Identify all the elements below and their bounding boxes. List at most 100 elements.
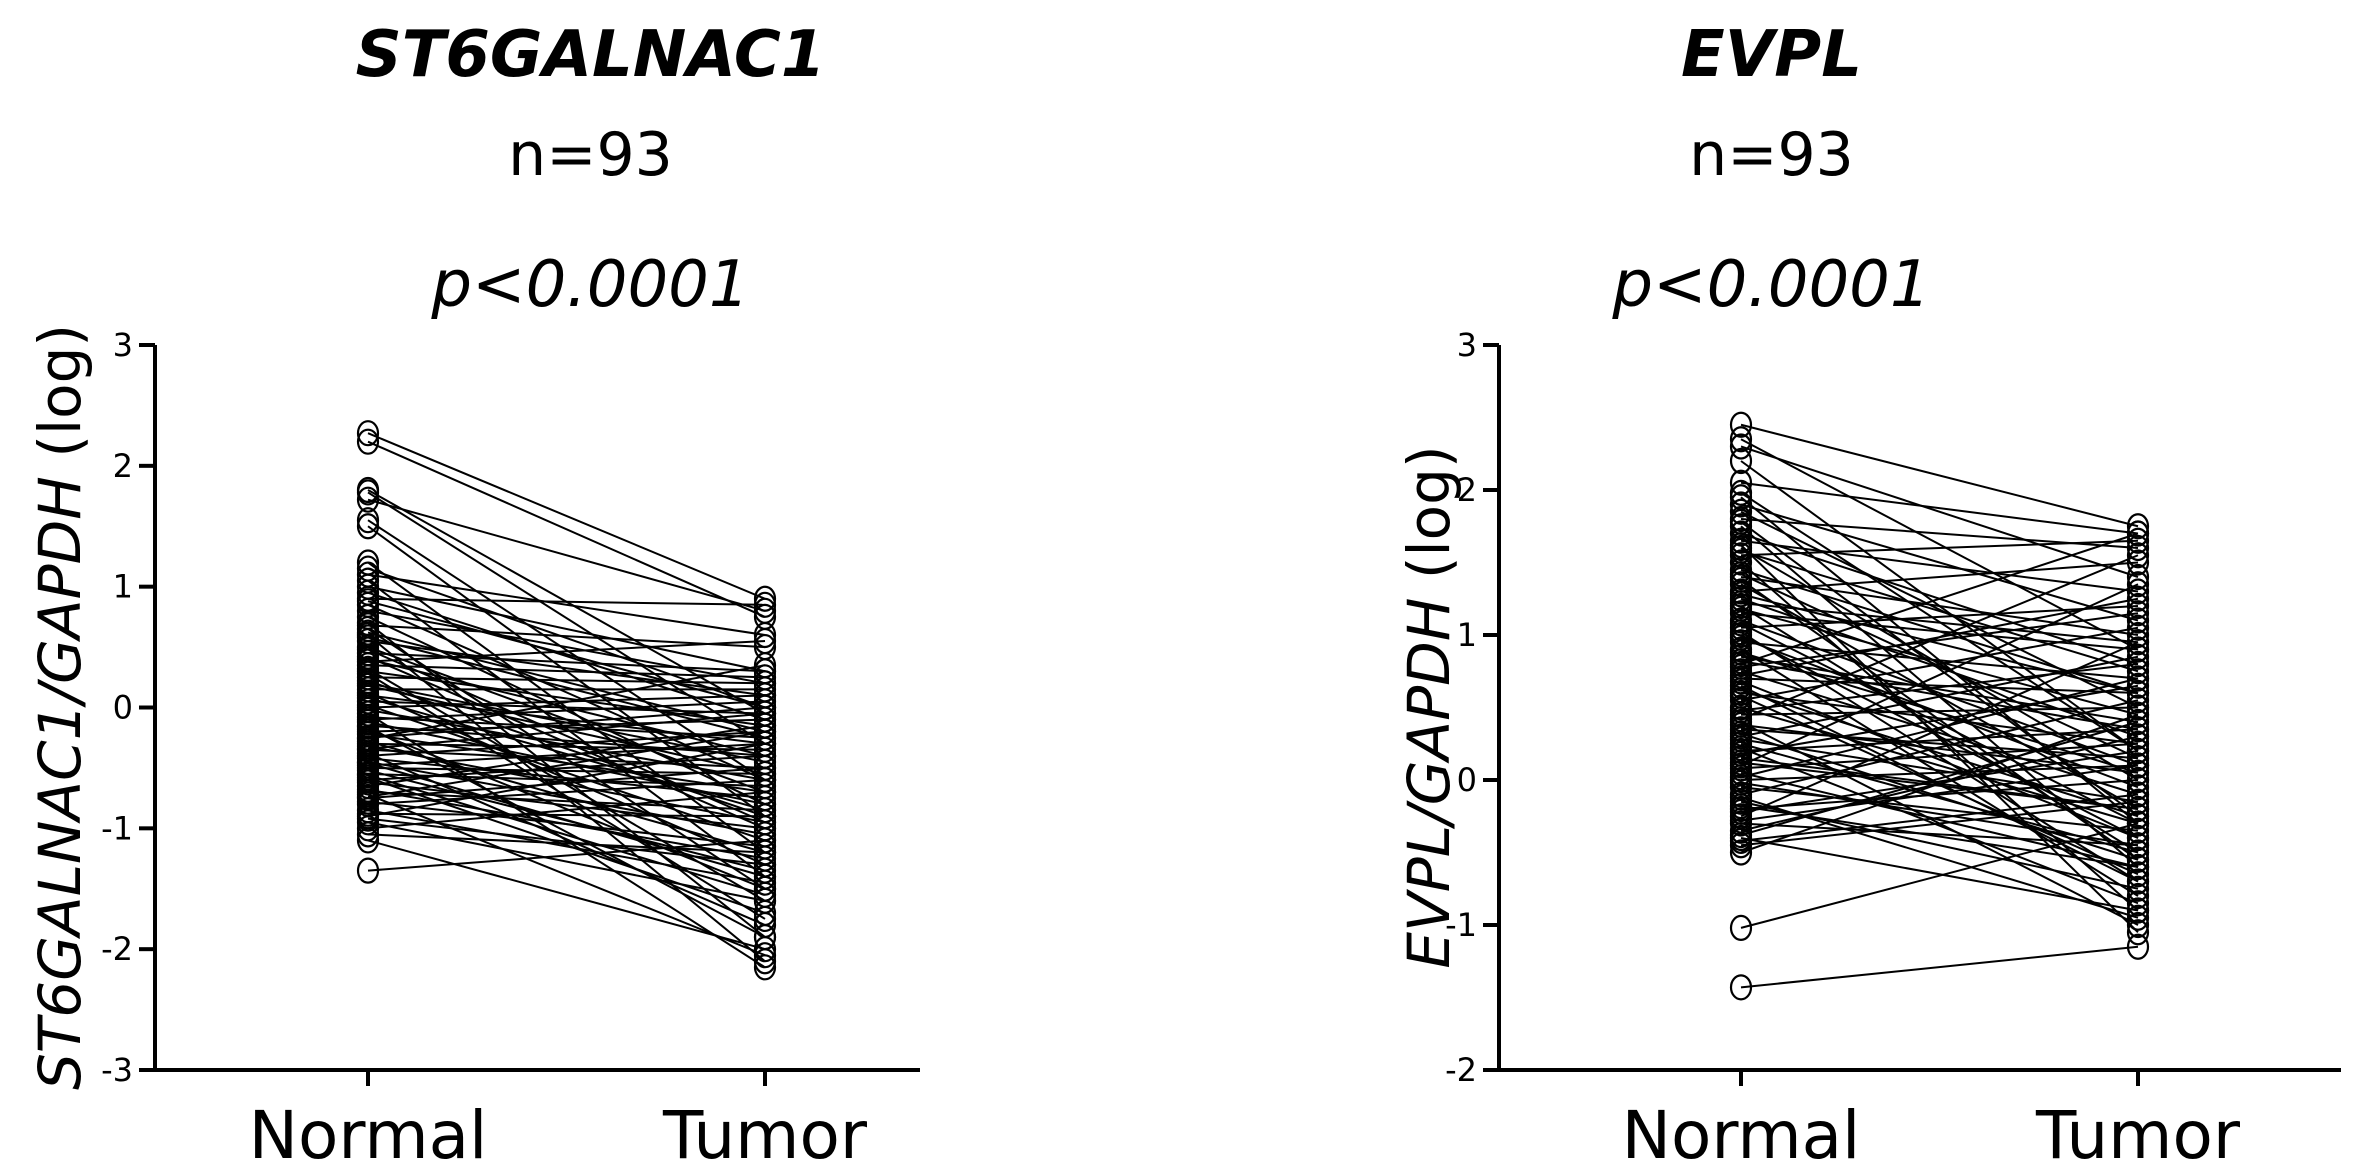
tumor-point (2126, 832, 2150, 859)
tumor-point (2126, 890, 2150, 917)
x-tick-label: Tumor (2035, 1097, 2241, 1174)
tumor-point (2126, 636, 2150, 663)
tumor-point (2126, 643, 2150, 670)
normal-point (1729, 821, 1753, 849)
tumor-point (2126, 882, 2150, 910)
pair-line (1740, 651, 2139, 774)
pair-line (1740, 677, 2139, 779)
normal-point (356, 486, 380, 513)
tumor-point (2126, 846, 2150, 873)
pair-line (367, 706, 766, 739)
chart-panel-st6galnac1: ST6GALNAC1 n=93 p<0.0001 -3 -2 -1 0 1 2 3 Norma… (26, 18, 920, 1174)
pair-line (367, 730, 766, 798)
pair-line (367, 742, 766, 818)
pair-line (367, 724, 766, 788)
tumor-point (2126, 897, 2150, 924)
pair-line (1740, 680, 2139, 839)
tumor-point (2126, 853, 2150, 881)
chart-sample-size: n=93 (508, 120, 673, 190)
normal-point (1729, 755, 1753, 782)
tumor-point (2126, 817, 2150, 844)
x-tick-label: Normal (249, 1097, 488, 1174)
tumor-point (2126, 650, 2150, 678)
tumor-point (753, 936, 777, 963)
pair-line (367, 812, 766, 818)
y-tick-label: -1 (101, 809, 133, 847)
normal-point (356, 749, 380, 777)
pair-line (1740, 576, 2139, 636)
tumor-point (2126, 766, 2150, 794)
pair-line (1740, 779, 2139, 810)
y-tick-label: -1 (1445, 906, 1477, 944)
pair-line (367, 498, 766, 612)
tumor-point (2126, 803, 2150, 830)
tumor-point (2126, 701, 2150, 728)
pair-line (367, 716, 766, 739)
pair-line (1740, 663, 2139, 712)
pair-line (1740, 602, 2139, 644)
pair-line (1740, 738, 2139, 803)
chart-title: ST6GALNAC1 (355, 18, 826, 92)
pair-line (367, 579, 766, 878)
pair-line (367, 664, 766, 740)
pair-line (1740, 684, 2139, 755)
pair-line (367, 762, 766, 878)
chart-sample-size: n=93 (1689, 120, 1854, 190)
pair-line (367, 760, 766, 836)
data-points (1729, 411, 2150, 1001)
tumor-point (2126, 607, 2150, 634)
chart-plot-evpl: -2 -1 0 1 2 3 Normal Tumor EVPL/GAPDH (log) (1395, 326, 2341, 1174)
chart-p-value: p<0.0001 (1612, 248, 1931, 322)
tumor-point (753, 591, 777, 618)
pair-line (367, 728, 766, 890)
tumor-point (753, 712, 777, 739)
normal-point (1729, 734, 1753, 762)
pair-line (1740, 597, 2139, 677)
tumor-point (753, 954, 777, 981)
tumor-point (753, 724, 777, 751)
y-tick-label: 2 (1457, 471, 1477, 509)
pair-line (1740, 713, 2139, 854)
pair-line (1740, 622, 2139, 825)
pair-line (367, 609, 766, 685)
tumor-point (2126, 730, 2150, 757)
pair-line (367, 745, 766, 824)
pair-line (1740, 612, 2139, 668)
normal-point (1729, 411, 1753, 438)
pair-line (1740, 593, 2139, 694)
pair-line (1740, 800, 2139, 847)
tumor-point (2126, 774, 2150, 801)
tumor-point (2126, 745, 2150, 772)
pair-line (1740, 706, 2139, 825)
normal-point (1729, 426, 1753, 453)
tumor-point (2126, 752, 2150, 779)
y-tick-label: 3 (113, 326, 133, 364)
pair-line (367, 724, 766, 757)
normal-point (1729, 447, 1753, 475)
y-tick-label: 1 (113, 568, 133, 606)
tumor-point (753, 766, 777, 794)
pair-line (367, 636, 766, 739)
pair-line (367, 648, 766, 824)
tumor-point (2126, 875, 2150, 902)
pair-line (367, 742, 766, 751)
pair-line (367, 573, 766, 636)
data-points (356, 420, 777, 981)
pair-line (1740, 539, 2139, 557)
pair-line (367, 597, 766, 606)
tumor-point (2126, 788, 2150, 815)
pair-line (367, 585, 766, 673)
pair-line (1740, 677, 2139, 694)
tumor-point (2126, 679, 2150, 707)
pair-line (1740, 699, 2139, 796)
normal-point (1729, 720, 1753, 747)
tumor-point (2126, 810, 2150, 837)
tumor-point (2126, 839, 2150, 866)
y-tick-label: 3 (1457, 326, 1477, 364)
y-tick-label: 0 (113, 689, 133, 727)
normal-point (1729, 807, 1753, 834)
y-axis-title-reference: /GAPDH (26, 476, 94, 708)
tumor-point (2126, 578, 2150, 605)
normal-point (1729, 763, 1753, 791)
pair-line (1740, 655, 2139, 723)
